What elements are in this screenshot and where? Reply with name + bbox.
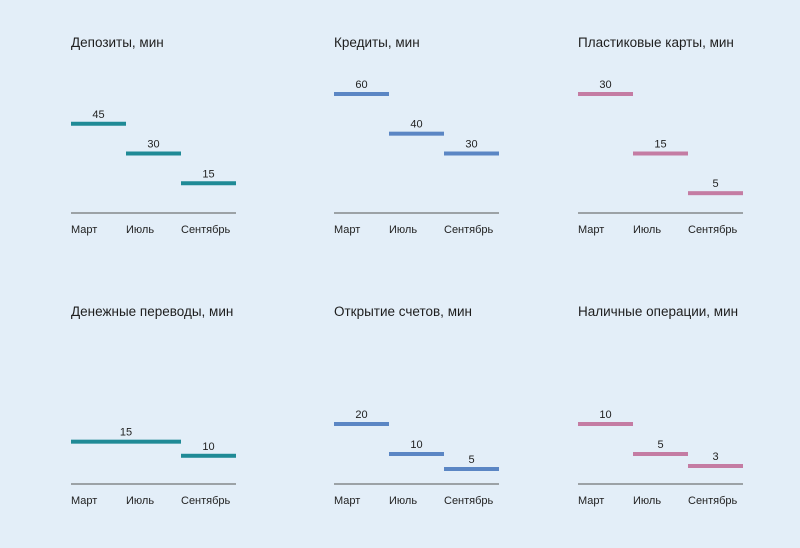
data-label: 5 — [657, 439, 663, 451]
x-tick-label: Сентябрь — [444, 495, 494, 507]
bar-segment — [334, 92, 389, 96]
x-tick-label: Июль — [126, 224, 154, 236]
bar-segment — [688, 464, 743, 468]
bar-segment — [444, 467, 499, 471]
bar-segment — [578, 422, 633, 426]
chart-panel: Депозиты, мин Март Июль Сентябрь 45 30 15 — [71, 35, 236, 236]
bar-segment — [688, 191, 743, 196]
x-tick-label: Март — [334, 495, 360, 507]
bar-segment — [389, 452, 444, 456]
data-label: 20 — [355, 409, 367, 421]
x-tick-label: Июль — [389, 495, 417, 507]
data-label: 15 — [654, 139, 666, 151]
x-tick-label: Март — [334, 224, 360, 236]
chart-panel: Денежные переводы, мин Март Июль Сентябрь 15… — [71, 304, 236, 507]
chart-panel: Пластиковые карты, мин Март Июль Сентябрь 30… — [578, 35, 743, 236]
data-label: 10 — [410, 439, 422, 451]
data-label: 30 — [465, 139, 477, 151]
data-label: 3 — [712, 451, 718, 463]
bar-segment — [578, 92, 633, 96]
data-label: 60 — [355, 79, 367, 91]
bar-segment — [633, 452, 688, 456]
chart-title: Наличные операции, мин — [578, 304, 738, 319]
bar-segment — [633, 151, 688, 156]
bar-segment — [126, 151, 181, 156]
data-label: 5 — [712, 178, 718, 190]
x-tick-label: Июль — [389, 224, 417, 236]
data-label: 40 — [410, 119, 422, 131]
data-label: 30 — [599, 79, 611, 91]
chart-title: Открытие счетов, мин — [334, 304, 472, 319]
x-tick-label: Март — [578, 495, 604, 507]
bar-segment — [181, 181, 236, 186]
bar-segment — [181, 453, 236, 458]
chart-title: Денежные переводы, мин — [71, 304, 233, 319]
data-label: 45 — [92, 109, 104, 121]
data-label: 15 — [120, 427, 132, 439]
bar-segment — [389, 131, 444, 136]
bar-segment — [71, 121, 126, 126]
x-tick-label: Июль — [126, 495, 154, 507]
bar-segment — [71, 439, 181, 444]
data-label: 15 — [202, 168, 214, 180]
x-tick-label: Сентябрь — [688, 224, 738, 236]
chart-panel: Открытие счетов, мин Март Июль Сентябрь 20 10… — [334, 304, 499, 507]
x-tick-label: Июль — [633, 495, 661, 507]
chart-title: Депозиты, мин — [71, 35, 164, 50]
chart-title: Пластиковые карты, мин — [578, 35, 734, 50]
x-tick-label: Март — [71, 224, 97, 236]
chart-panel: Наличные операции, мин Март Июль Сентябрь 10… — [578, 304, 743, 507]
chart-title: Кредиты, мин — [334, 35, 420, 50]
data-label: 10 — [202, 441, 214, 453]
chart-panel: Кредиты, мин Март Июль Сентябрь 60 40 30 — [334, 35, 499, 236]
x-tick-label: Сентябрь — [181, 495, 231, 507]
data-label: 5 — [468, 454, 474, 466]
x-tick-label: Сентябрь — [444, 224, 494, 236]
bar-segment — [334, 422, 389, 426]
data-label: 30 — [147, 139, 159, 151]
x-tick-label: Июль — [633, 224, 661, 236]
x-tick-label: Март — [71, 495, 97, 507]
x-tick-label: Сентябрь — [688, 495, 738, 507]
x-tick-label: Март — [578, 224, 604, 236]
x-tick-label: Сентябрь — [181, 224, 231, 236]
bar-segment — [444, 151, 499, 156]
data-label: 10 — [599, 409, 611, 421]
